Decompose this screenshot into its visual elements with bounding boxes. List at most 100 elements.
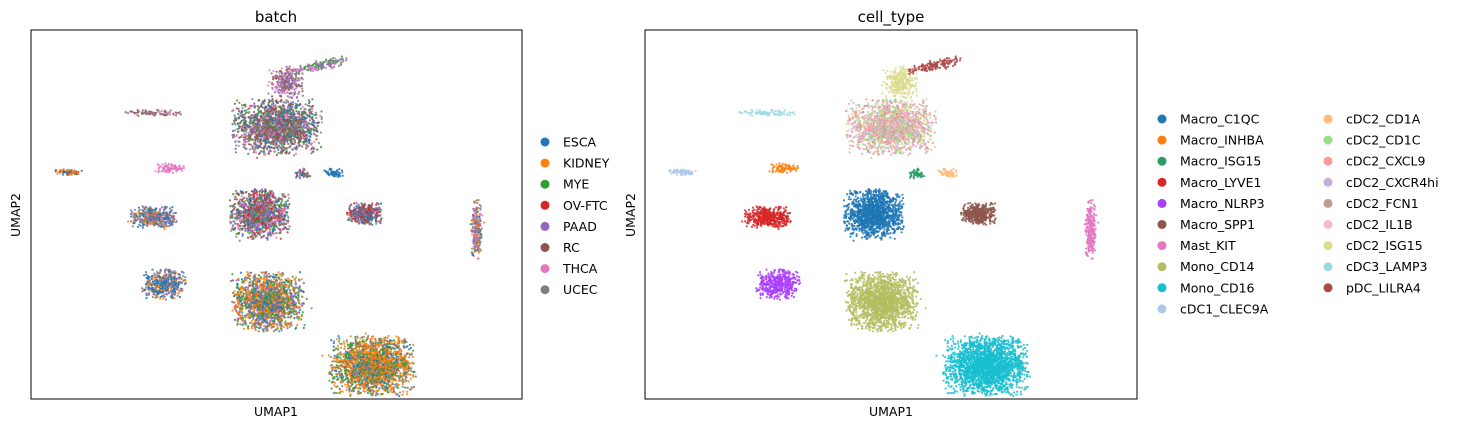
umap-point xyxy=(268,206,271,209)
umap-point xyxy=(300,77,303,80)
umap-point xyxy=(135,113,138,116)
umap-point xyxy=(256,156,259,159)
umap-point xyxy=(299,136,302,139)
umap-point xyxy=(232,193,235,196)
umap-point xyxy=(307,174,310,178)
umap-point xyxy=(353,202,356,205)
umap-point xyxy=(319,131,322,134)
umap-point xyxy=(252,190,255,193)
umap-point xyxy=(267,92,270,95)
umap-point xyxy=(138,223,141,226)
umap-point xyxy=(260,135,263,138)
umap-point xyxy=(307,101,311,105)
umap-point xyxy=(332,62,335,65)
umap-point xyxy=(248,192,251,195)
umap-point xyxy=(133,208,137,211)
umap-point xyxy=(290,83,293,86)
umap-point xyxy=(264,142,267,145)
umap-point xyxy=(236,139,239,142)
umap-point xyxy=(279,100,282,103)
umap-point xyxy=(262,133,265,136)
umap-point xyxy=(143,208,147,211)
umap-point xyxy=(177,112,180,115)
umap-point xyxy=(357,210,360,213)
umap-point xyxy=(246,224,249,227)
umap-point xyxy=(254,211,257,214)
umap-point xyxy=(229,222,232,225)
umap-point xyxy=(257,99,260,102)
umap-point xyxy=(157,169,160,172)
umap-point xyxy=(238,239,241,242)
umap-point xyxy=(242,113,245,117)
umap-point xyxy=(294,92,297,95)
umap-point xyxy=(296,103,299,106)
umap-point xyxy=(276,138,279,141)
umap-point xyxy=(297,99,300,103)
umap-point xyxy=(297,145,300,148)
umap-point xyxy=(303,107,306,110)
umap-point xyxy=(236,128,239,131)
umap-point xyxy=(289,68,292,71)
umap-point xyxy=(378,210,381,214)
umap-point xyxy=(281,213,284,216)
umap-point xyxy=(308,122,311,125)
umap-point xyxy=(285,99,288,102)
umap-point xyxy=(160,109,163,112)
umap-point xyxy=(259,194,262,197)
umap-point xyxy=(159,208,162,211)
umap-point xyxy=(164,162,167,165)
umap-point xyxy=(232,109,235,112)
umap-point xyxy=(340,61,344,64)
umap-point xyxy=(251,222,254,225)
umap-point xyxy=(294,72,297,75)
umap-point xyxy=(281,208,284,211)
umap-point xyxy=(282,86,285,89)
umap-point xyxy=(248,139,251,142)
umap-point xyxy=(277,151,280,154)
umap-point xyxy=(269,231,272,234)
umap-point xyxy=(473,247,476,250)
umap-point xyxy=(274,150,277,153)
umap-point xyxy=(237,109,241,113)
umap-point xyxy=(272,100,275,103)
umap-point xyxy=(280,67,283,70)
umap-point xyxy=(378,206,381,209)
umap-point xyxy=(161,213,165,216)
umap-point xyxy=(478,220,481,223)
umap-point xyxy=(254,222,257,225)
umap-point xyxy=(265,226,268,229)
umap-point xyxy=(299,64,302,67)
umap-point xyxy=(307,131,310,134)
umap-point xyxy=(249,115,252,119)
umap-point xyxy=(276,116,279,119)
umap-point xyxy=(233,220,236,223)
umap-point xyxy=(163,110,166,113)
umap-point xyxy=(320,116,323,119)
umap-point xyxy=(236,193,239,196)
umap-point xyxy=(305,138,308,141)
umap-point xyxy=(261,121,264,124)
umap-point xyxy=(238,140,241,143)
umap-point xyxy=(298,174,301,177)
umap-point xyxy=(266,147,269,151)
umap-point xyxy=(247,126,250,129)
umap-point xyxy=(370,207,373,210)
umap-point xyxy=(145,220,148,224)
umap-point xyxy=(306,171,309,174)
umap-point xyxy=(261,127,264,130)
umap-point xyxy=(268,80,271,84)
umap-point xyxy=(273,207,276,210)
umap-point xyxy=(237,130,240,133)
umap-point xyxy=(475,216,478,219)
umap-point xyxy=(280,71,283,74)
umap-point xyxy=(357,218,360,222)
umap-point xyxy=(310,66,313,70)
umap-point xyxy=(268,190,271,193)
umap-point xyxy=(276,123,279,126)
umap-point xyxy=(271,82,274,85)
umap-point xyxy=(66,173,69,176)
umap-point xyxy=(277,197,280,200)
umap-point xyxy=(253,224,256,227)
umap-point xyxy=(175,111,178,114)
umap-point xyxy=(290,92,293,95)
